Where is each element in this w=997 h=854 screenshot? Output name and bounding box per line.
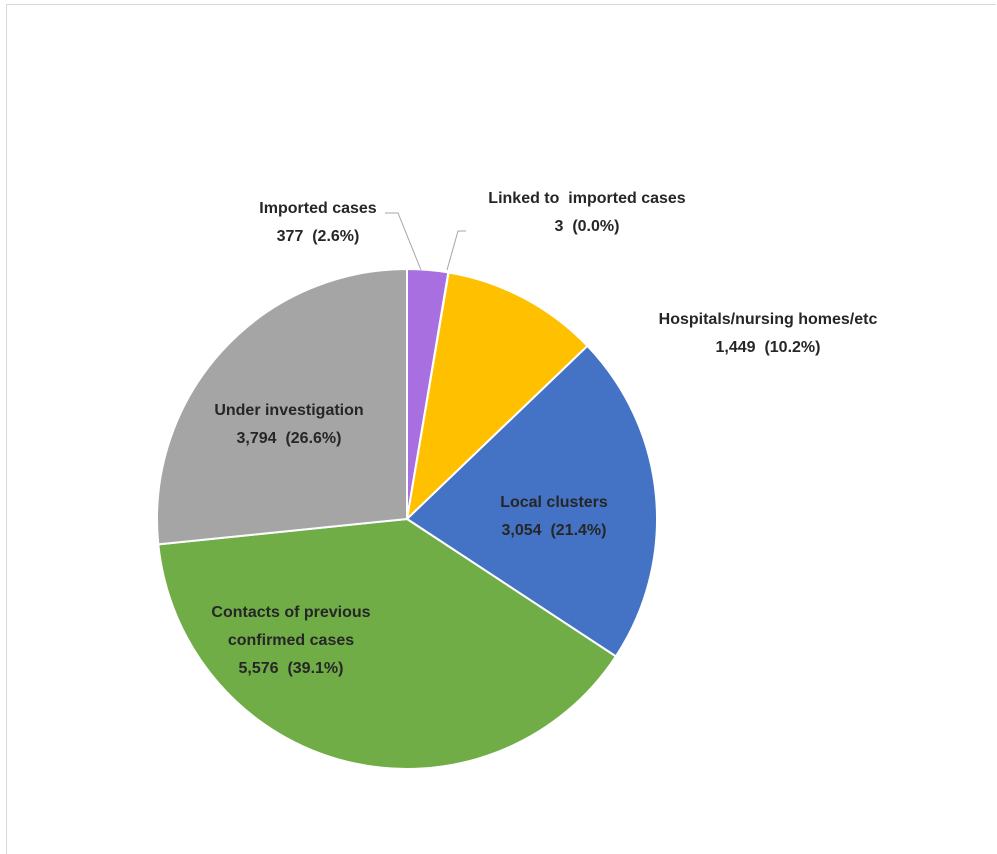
data-label-line: 3 (0.0%)	[555, 218, 620, 235]
pie-slices	[155, 267, 658, 771]
data-label-contacts-of-previous-confirmed-cases: Contacts of previous confirmed cases 5,576…	[211, 604, 370, 677]
pie-slice-under-investigation	[155, 268, 408, 546]
data-label-line: 3,054 (21.4%)	[502, 522, 607, 539]
data-label-line: Imported cases	[259, 200, 376, 217]
data-label-line: Local clusters	[500, 494, 608, 511]
data-label-line: Hospitals/nursing homes/etc	[659, 311, 878, 328]
pie-slice-hospitals-nursing-homes-etc	[406, 271, 589, 520]
pie-slice-contacts-of-previous-confirmed-cases	[157, 518, 617, 771]
data-label-line: Under investigation	[214, 402, 363, 419]
data-label-line: Contacts of previous	[211, 604, 370, 621]
data-label-line: 1,449 (10.2%)	[716, 339, 821, 356]
leader-lines	[385, 212, 466, 271]
pie-slice-local-clusters	[406, 344, 658, 658]
data-label-hospitals-nursing-homes-etc: Hospitals/nursing homes/etc 1,449 (10.2%)	[659, 311, 878, 356]
leader-line-linked-to-imported-cases	[446, 230, 466, 271]
data-label-line: 5,576 (39.1%)	[239, 660, 344, 677]
data-label-line: Linked to imported cases	[488, 190, 685, 207]
data-label-imported-cases: Imported cases 377 (2.6%)	[259, 200, 376, 245]
data-labels: Imported cases 377 (2.6%) Linked to import…	[211, 190, 877, 677]
data-label-under-investigation: Under investigation 3,794 (26.6%)	[214, 402, 363, 447]
data-label-line: 3,794 (26.6%)	[237, 430, 342, 447]
data-label-line: 377 (2.6%)	[277, 228, 360, 245]
data-label-line: confirmed cases	[228, 632, 354, 649]
data-label-linked-to-imported-cases: Linked to imported cases 3 (0.0%)	[488, 190, 685, 235]
leader-line-imported-cases	[385, 212, 422, 271]
data-label-local-clusters: Local clusters 3,054 (21.4%)	[500, 494, 608, 539]
